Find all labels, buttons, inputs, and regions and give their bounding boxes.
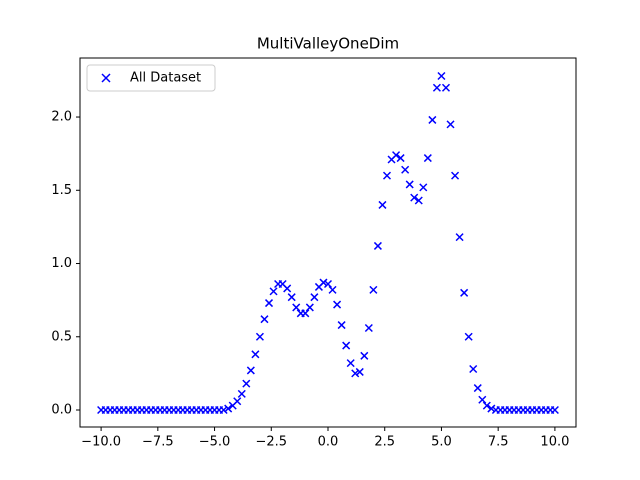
y-tick-label: 0.0 — [51, 403, 72, 418]
x-tick-label: 0.0 — [318, 435, 339, 450]
marker — [419, 183, 428, 192]
x-tick-label: −5.0 — [199, 435, 231, 450]
marker — [219, 405, 228, 415]
marker — [287, 293, 296, 302]
marker — [337, 321, 346, 330]
marker — [305, 303, 314, 312]
legend: All Dataset — [86, 64, 216, 92]
y-tick-label: 1.5 — [51, 183, 72, 198]
marker — [460, 288, 469, 297]
marker — [550, 405, 559, 415]
marker — [441, 83, 451, 92]
marker — [323, 279, 333, 289]
marker — [396, 154, 405, 163]
marker — [414, 196, 423, 205]
x-tick-label: 10.0 — [540, 435, 569, 450]
marker — [446, 120, 455, 129]
marker — [401, 165, 410, 174]
marker — [255, 332, 264, 341]
y-tick-label: 1.0 — [51, 256, 72, 271]
y-tick-label: 2.0 — [51, 110, 72, 125]
x-tick-label: 7.5 — [488, 435, 509, 450]
x-tick-label: 2.5 — [374, 435, 395, 450]
marker — [224, 404, 233, 413]
marker — [473, 384, 482, 393]
x-tick-label: −10.0 — [81, 435, 121, 450]
marker — [310, 293, 319, 302]
marker — [292, 303, 301, 312]
marker — [382, 171, 392, 180]
marker — [451, 171, 460, 180]
marker — [373, 241, 382, 250]
marker — [283, 284, 292, 293]
marker — [369, 285, 378, 294]
y-tick-label: 0.5 — [51, 329, 72, 344]
legend-label: All Dataset — [130, 71, 201, 86]
marker — [319, 278, 328, 287]
marker — [351, 369, 360, 378]
marker — [482, 401, 491, 410]
x-tick-label: 5.0 — [431, 435, 452, 450]
legend-box — [86, 64, 216, 92]
x-tick-label: −2.5 — [255, 435, 287, 450]
marker — [260, 315, 269, 324]
marker — [487, 404, 496, 413]
marker — [246, 366, 255, 375]
marker — [410, 193, 419, 202]
marker — [233, 397, 242, 406]
marker — [360, 351, 369, 360]
axes-frame — [79, 57, 577, 428]
marker — [464, 332, 473, 341]
marker — [242, 379, 251, 388]
marker — [378, 200, 387, 209]
marker — [355, 367, 364, 376]
x-tick-label: −7.5 — [142, 435, 174, 450]
marker — [423, 154, 432, 163]
marker — [428, 115, 437, 124]
marker — [301, 309, 310, 318]
marker — [455, 233, 464, 242]
marker — [432, 83, 441, 92]
marker — [469, 364, 478, 374]
marker — [251, 350, 260, 359]
marker — [237, 389, 246, 398]
chart-title: MultiValleyOneDim — [257, 35, 399, 53]
marker — [269, 287, 278, 296]
marker — [364, 323, 373, 333]
marker — [264, 299, 274, 308]
marker — [392, 151, 401, 160]
legend-marker — [101, 73, 111, 83]
marker — [437, 71, 446, 81]
marker — [333, 300, 342, 309]
marker — [342, 341, 351, 350]
marker — [478, 395, 487, 404]
marker — [405, 180, 414, 189]
marker — [346, 359, 355, 368]
marker — [328, 285, 337, 294]
